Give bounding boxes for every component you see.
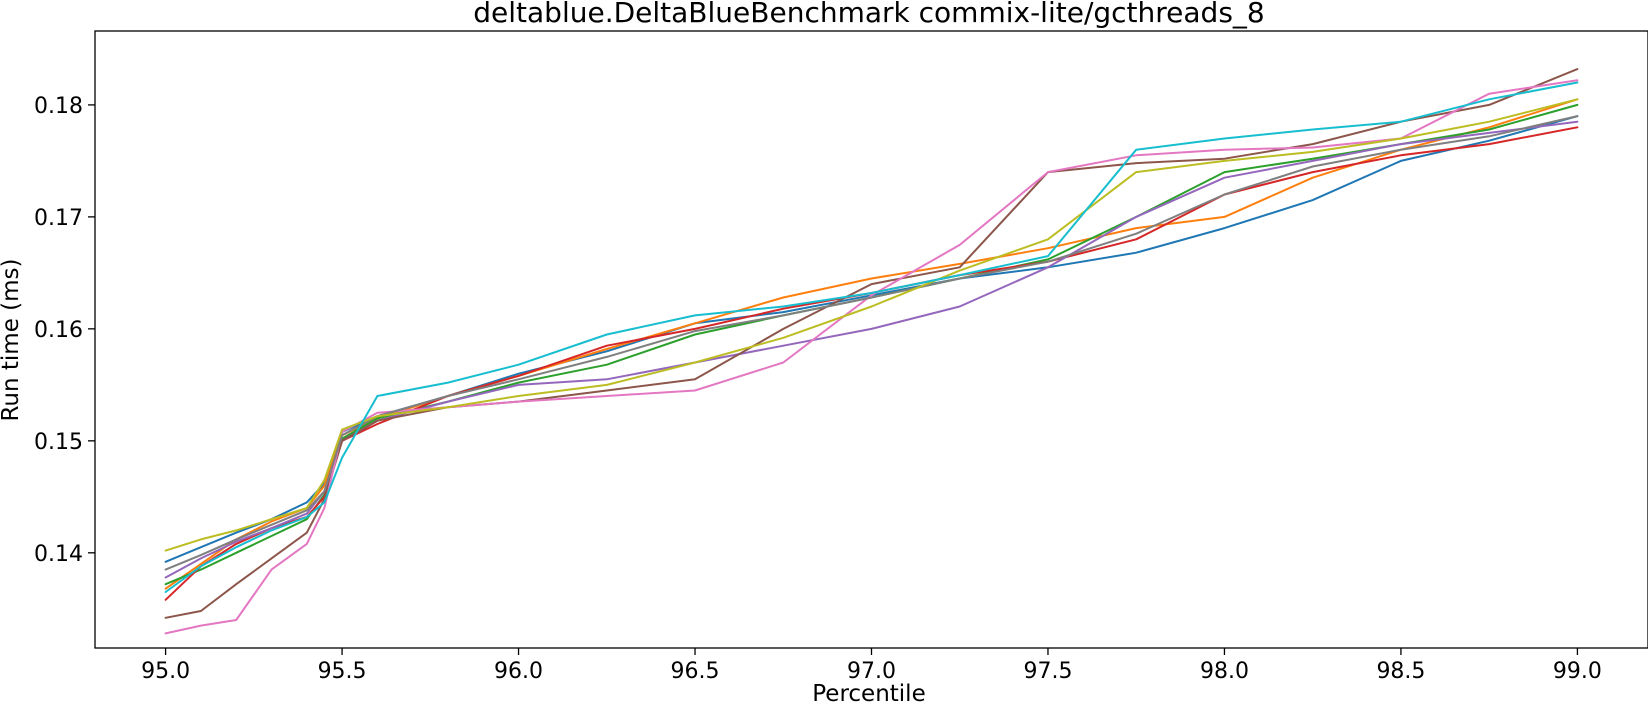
series-line-3 xyxy=(164,103,1579,586)
y-axis-label: Run time (ms) xyxy=(0,258,24,421)
series-line-8 xyxy=(164,115,1579,571)
series-line-7 xyxy=(164,79,1579,635)
series-line-9 xyxy=(164,98,1579,552)
y-tick-label: 0.14 xyxy=(34,542,83,567)
x-tick-label: 96.5 xyxy=(671,659,720,684)
y-tick-label: 0.17 xyxy=(34,206,83,231)
x-tick-label: 97.5 xyxy=(1023,659,1072,684)
x-tick-label: 95.5 xyxy=(318,659,367,684)
series-line-2 xyxy=(164,98,1579,590)
x-tick-label: 95.0 xyxy=(141,659,190,684)
x-axis: 95.0 95.5 96.0 96.5 97.0 97.5 98.0 98.5 99.0 xyxy=(141,648,1602,684)
x-tick-label: 98.5 xyxy=(1376,659,1425,684)
x-tick-label: 96.0 xyxy=(494,659,543,684)
y-tick-label: 0.16 xyxy=(34,318,83,343)
chart-title: deltablue.DeltaBlueBenchmark commix-lite… xyxy=(473,0,1264,29)
y-tick-label: 0.18 xyxy=(34,94,83,119)
series-line-6 xyxy=(164,68,1579,619)
series-line-10 xyxy=(164,81,1579,593)
x-tick-label: 99.0 xyxy=(1553,659,1602,684)
series-layer xyxy=(164,68,1579,635)
series-line-5 xyxy=(164,120,1579,579)
x-axis-label: Percentile xyxy=(812,681,925,707)
series-line-4 xyxy=(164,126,1579,601)
x-tick-label: 97.0 xyxy=(847,659,896,684)
x-tick-label: 98.0 xyxy=(1200,659,1249,684)
y-tick-label: 0.15 xyxy=(34,430,83,455)
plot-frame xyxy=(94,30,1648,649)
y-axis: 0.14 0.15 0.16 0.17 0.18 xyxy=(34,94,95,567)
series-line-1 xyxy=(164,115,1579,563)
